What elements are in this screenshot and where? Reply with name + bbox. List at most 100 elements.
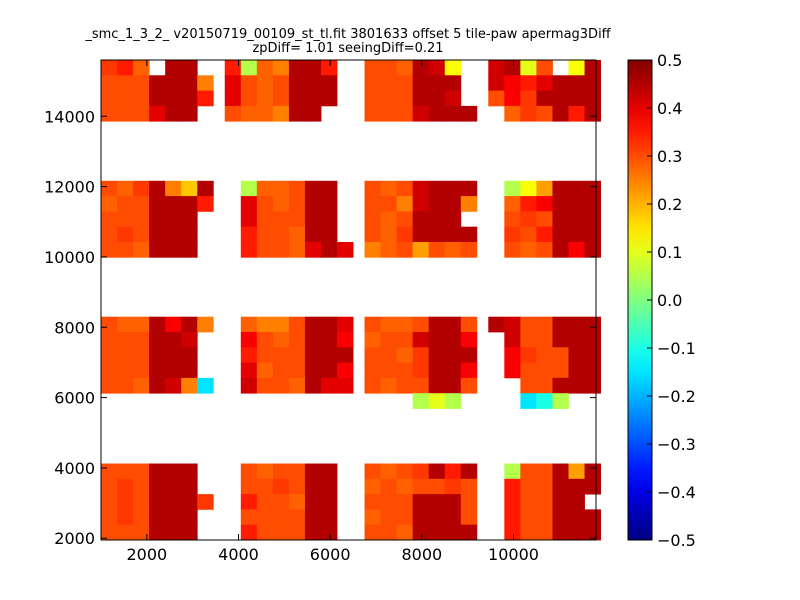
heatmap-cell bbox=[288, 60, 306, 76]
heatmap-cell bbox=[536, 463, 553, 480]
heatmap-cell bbox=[117, 478, 134, 495]
heatmap-cell bbox=[117, 105, 134, 122]
heatmap-cell bbox=[568, 226, 585, 243]
heatmap-cell bbox=[240, 180, 258, 197]
heatmap-cell bbox=[304, 509, 322, 526]
heatmap-cell bbox=[117, 494, 134, 510]
heatmap-cell bbox=[288, 75, 306, 91]
heatmap-cell bbox=[428, 332, 446, 348]
heatmap-cell bbox=[304, 347, 322, 363]
heatmap-cell bbox=[584, 463, 601, 480]
heatmap-cell bbox=[149, 362, 166, 379]
heatmap-cell bbox=[396, 377, 414, 394]
heatmap-cell bbox=[165, 524, 182, 541]
heatmap-cell bbox=[181, 180, 198, 197]
heatmap-cell bbox=[380, 332, 398, 348]
heatmap-cell bbox=[380, 105, 398, 122]
heatmap-cell bbox=[536, 347, 553, 363]
heatmap-cell bbox=[101, 90, 118, 107]
heatmap-cell bbox=[337, 377, 354, 394]
colorbar-tick-label: 0.1 bbox=[657, 243, 682, 262]
heatmap-cell bbox=[197, 75, 214, 91]
heatmap-cell bbox=[321, 509, 338, 526]
heatmap-cell bbox=[412, 332, 430, 348]
heatmap-cell bbox=[444, 347, 462, 363]
heatmap-cell bbox=[428, 509, 446, 526]
heatmap-cell bbox=[380, 316, 398, 333]
heatmap-cell bbox=[133, 332, 150, 348]
heatmap-cell bbox=[460, 478, 478, 495]
heatmap-cell bbox=[444, 75, 462, 91]
heatmap-cell bbox=[428, 524, 446, 541]
heatmap-cell bbox=[165, 332, 182, 348]
heatmap-cell bbox=[568, 509, 585, 526]
heatmap-cell bbox=[396, 478, 414, 495]
heatmap-cell bbox=[149, 463, 166, 480]
heatmap-cell bbox=[181, 494, 198, 510]
heatmap-cell bbox=[149, 211, 166, 228]
heatmap-cell bbox=[224, 60, 242, 76]
heatmap-cell bbox=[321, 75, 338, 91]
heatmap-cell bbox=[504, 478, 521, 495]
heatmap-cell bbox=[321, 60, 338, 76]
heatmap-cell bbox=[240, 377, 258, 394]
heatmap-cell bbox=[197, 316, 214, 333]
heatmap-cell bbox=[240, 60, 258, 76]
heatmap-cell bbox=[117, 211, 134, 228]
heatmap-cell bbox=[536, 509, 553, 526]
heatmap-cell bbox=[181, 509, 198, 526]
heatmap-cell bbox=[412, 60, 430, 76]
heatmap-cell bbox=[568, 75, 585, 91]
heatmap-cell bbox=[412, 180, 430, 197]
heatmap-cell bbox=[321, 332, 338, 348]
heatmap-cell bbox=[133, 347, 150, 363]
heatmap-cell bbox=[288, 377, 306, 394]
heatmap-cell bbox=[165, 316, 182, 333]
heatmap-cell bbox=[380, 524, 398, 541]
heatmap-cell bbox=[101, 377, 118, 394]
heatmap-cell bbox=[181, 463, 198, 480]
heatmap-cell bbox=[304, 241, 322, 258]
heatmap-cell bbox=[272, 211, 290, 228]
y-tick-label: 8000 bbox=[54, 318, 95, 337]
heatmap-cell bbox=[536, 60, 553, 76]
heatmap-cell bbox=[181, 60, 198, 76]
heatmap-cell bbox=[460, 196, 478, 212]
heatmap-cell bbox=[256, 509, 274, 526]
heatmap-cell bbox=[552, 241, 569, 258]
heatmap-cell bbox=[240, 524, 258, 541]
heatmap-cell bbox=[117, 332, 134, 348]
heatmap-cell bbox=[536, 316, 553, 333]
heatmap-cell bbox=[444, 196, 462, 212]
heatmap-cell bbox=[165, 509, 182, 526]
heatmap-cell bbox=[428, 241, 446, 258]
heatmap-cell bbox=[240, 332, 258, 348]
heatmap-cell bbox=[396, 463, 414, 480]
heatmap-cell bbox=[504, 226, 521, 243]
heatmap-cell bbox=[412, 377, 430, 394]
heatmap-cell bbox=[304, 377, 322, 394]
heatmap-cell bbox=[256, 226, 274, 243]
heatmap-cell bbox=[428, 90, 446, 107]
heatmap-cell bbox=[520, 377, 537, 394]
heatmap-cell bbox=[552, 393, 569, 409]
heatmap-cell bbox=[460, 463, 478, 480]
heatmap-cell bbox=[380, 211, 398, 228]
heatmap-cell bbox=[117, 90, 134, 107]
colorbar-tick-label: −0.3 bbox=[657, 435, 696, 454]
heatmap-cell bbox=[304, 105, 322, 122]
heatmap-cell bbox=[240, 90, 258, 107]
heatmap-cell bbox=[364, 105, 381, 122]
heatmap-cell bbox=[444, 211, 462, 228]
heatmap-cell bbox=[520, 362, 537, 379]
heatmap-cell bbox=[304, 524, 322, 541]
heatmap-cell bbox=[584, 478, 601, 495]
heatmap-cell bbox=[444, 105, 462, 122]
heatmap-cell bbox=[364, 362, 381, 379]
y-tick-label: 6000 bbox=[54, 389, 95, 408]
heatmap-cell bbox=[584, 180, 601, 197]
heatmap-cell bbox=[412, 347, 430, 363]
heatmap-cell bbox=[272, 90, 290, 107]
heatmap-cell bbox=[101, 105, 118, 122]
heatmap-cell bbox=[197, 377, 214, 394]
